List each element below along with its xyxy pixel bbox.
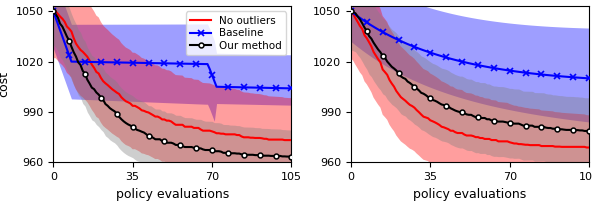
Legend: No outliers, Baseline, Our method: No outliers, Baseline, Our method: [186, 11, 286, 55]
X-axis label: policy evaluations: policy evaluations: [413, 188, 527, 201]
Y-axis label: cost: cost: [0, 71, 10, 97]
X-axis label: policy evaluations: policy evaluations: [115, 188, 229, 201]
